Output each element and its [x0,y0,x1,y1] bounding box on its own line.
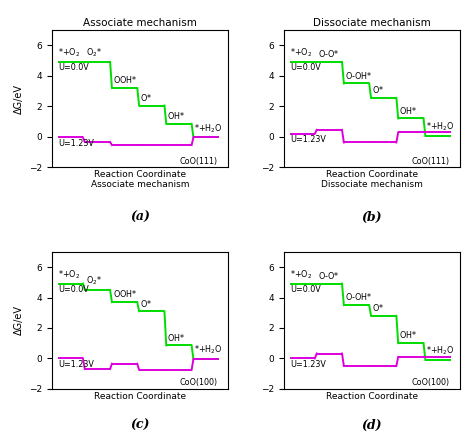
Text: U=0.0V: U=0.0V [58,285,89,294]
Text: OH$*$: OH$*$ [167,332,185,343]
Text: O-OH$*$: O-OH$*$ [345,70,372,81]
X-axis label: Reaction Coordinate
Dissociate mechanism: Reaction Coordinate Dissociate mechanism [321,170,423,189]
Text: (c): (c) [130,419,150,432]
Text: U=1.23V: U=1.23V [290,360,326,369]
Text: O-OH$*$: O-OH$*$ [345,292,372,302]
Text: O$*$: O$*$ [372,84,384,95]
Text: OH$*$: OH$*$ [399,105,417,116]
Text: O-O$*$: O-O$*$ [318,48,339,59]
Text: O$_2$$*$: O$_2$$*$ [86,275,101,287]
X-axis label: Reaction Coordinate
Associate mechanism: Reaction Coordinate Associate mechanism [91,170,189,189]
Text: U=0.0V: U=0.0V [58,63,89,72]
Title: Associate mechanism: Associate mechanism [83,18,197,28]
Text: $*$+O$_2$: $*$+O$_2$ [58,268,81,281]
Text: OH$*$: OH$*$ [167,110,185,121]
X-axis label: Reaction Coordinate: Reaction Coordinate [94,391,186,400]
Text: OOH$*$: OOH$*$ [113,74,137,85]
Text: (d): (d) [362,419,382,432]
Text: CoO(100): CoO(100) [412,378,450,387]
Text: CoO(111): CoO(111) [412,156,450,165]
Text: (b): (b) [362,211,382,224]
Text: O-O$*$: O-O$*$ [318,270,339,281]
Text: O$_2$$*$: O$_2$$*$ [86,47,101,59]
Text: $*$+H$_2$O: $*$+H$_2$O [194,344,223,356]
Text: U=0.0V: U=0.0V [290,63,320,72]
Text: $*$+O$_2$: $*$+O$_2$ [58,47,81,59]
Text: $*$+H$_2$O: $*$+H$_2$O [194,122,223,135]
Text: CoO(100): CoO(100) [180,378,218,387]
Text: $*$+H$_2$O: $*$+H$_2$O [426,345,455,357]
Text: OH$*$: OH$*$ [399,330,417,340]
Text: $*$+H$_2$O: $*$+H$_2$O [426,121,455,133]
Text: $*$+O$_2$: $*$+O$_2$ [291,268,312,281]
Text: U=1.23V: U=1.23V [58,139,94,148]
Text: (a): (a) [130,211,150,224]
Text: U=1.23V: U=1.23V [290,135,326,144]
Text: U=0.0V: U=0.0V [290,285,320,294]
Text: OOH$*$: OOH$*$ [113,289,137,299]
Text: $*$+O$_2$: $*$+O$_2$ [291,47,312,59]
Text: O$*$: O$*$ [372,302,384,313]
Text: U=1.23V: U=1.23V [58,360,94,369]
Y-axis label: ΔG/eV: ΔG/eV [14,84,24,114]
Text: O$*$: O$*$ [140,92,152,103]
Text: O$*$: O$*$ [140,298,152,308]
Title: Dissociate mechanism: Dissociate mechanism [313,18,431,28]
Text: CoO(111): CoO(111) [180,156,218,165]
X-axis label: Reaction Coordinate: Reaction Coordinate [326,391,418,400]
Y-axis label: ΔG/eV: ΔG/eV [14,305,24,335]
